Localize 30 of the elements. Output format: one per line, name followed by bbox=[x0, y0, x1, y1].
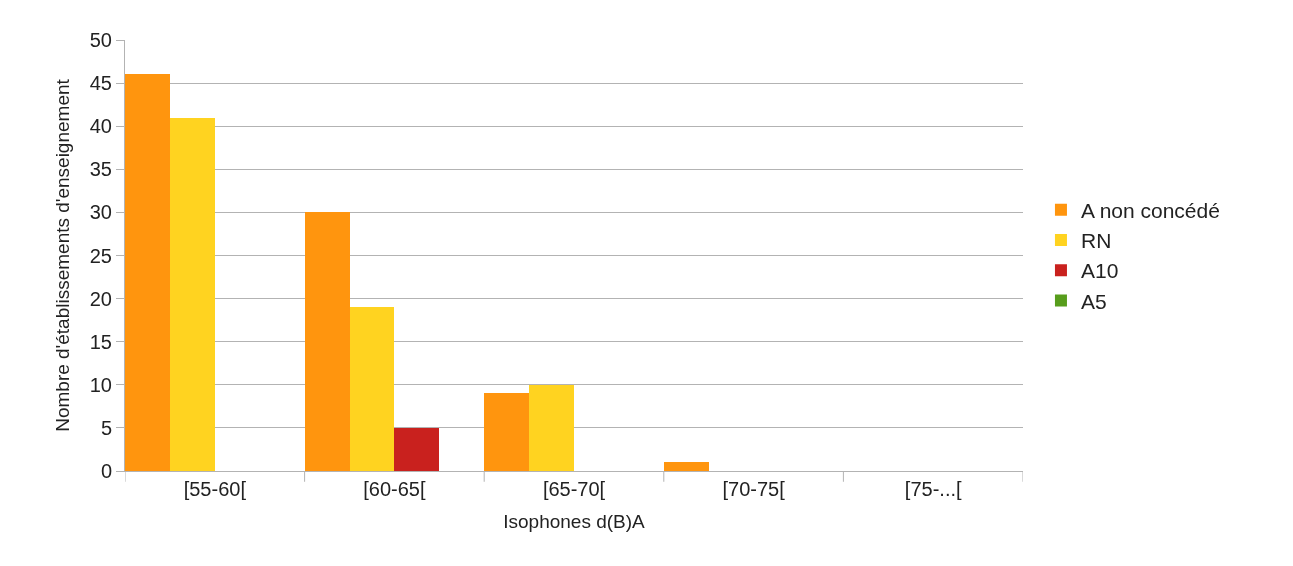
bar bbox=[664, 462, 709, 471]
y-tick-label: 20 bbox=[89, 287, 112, 310]
y-tick-label: 5 bbox=[100, 416, 112, 439]
y-tick-label: 45 bbox=[89, 72, 112, 95]
x-axis-title: Isophones d(B)A bbox=[503, 510, 646, 532]
y-tick-label: 10 bbox=[89, 373, 112, 396]
bar bbox=[484, 393, 529, 471]
bar bbox=[125, 74, 170, 471]
bar bbox=[394, 428, 439, 471]
bar bbox=[529, 385, 574, 471]
legend-label: A5 bbox=[1080, 289, 1107, 313]
y-tick-label: 50 bbox=[89, 29, 112, 51]
x-tick-label: [65-70[ bbox=[542, 478, 606, 500]
legend-label: A non concédé bbox=[1080, 198, 1220, 222]
x-tick-label: [55-60[ bbox=[183, 478, 247, 500]
y-tick-label: 25 bbox=[89, 244, 112, 267]
y-tick-label: 35 bbox=[89, 158, 112, 181]
y-tick-label: 15 bbox=[89, 330, 112, 353]
x-tick-label: [70-75[ bbox=[722, 478, 786, 500]
x-tick-label: [75-...[ bbox=[904, 478, 962, 500]
y-axis-title: Nombre d'établissements d'enseignement bbox=[51, 78, 73, 432]
y-tick-label: 0 bbox=[100, 460, 112, 482]
bar bbox=[350, 307, 394, 471]
bar bbox=[170, 118, 215, 471]
legend-label: RN bbox=[1080, 229, 1112, 253]
y-tick-label: 40 bbox=[89, 115, 112, 138]
y-tick-label: 30 bbox=[89, 201, 112, 224]
legend-label: A10 bbox=[1080, 259, 1119, 283]
bar bbox=[305, 212, 350, 471]
x-tick-label: [60-65[ bbox=[363, 478, 426, 500]
